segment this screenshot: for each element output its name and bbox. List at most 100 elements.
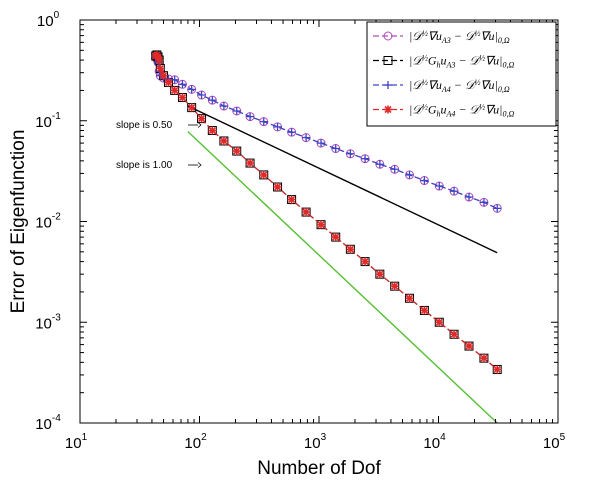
legend-part: ∇u| — [480, 29, 497, 43]
series-2-point — [273, 122, 282, 131]
legend-sub: 0,Ω — [498, 36, 510, 45]
series-3-point — [346, 245, 355, 254]
x-tick-base: 10 — [184, 435, 201, 452]
legend-frac: ½ — [479, 103, 485, 112]
series-3-point — [164, 78, 173, 87]
x-axis-title: Number of Dof — [257, 458, 381, 479]
series-3-point — [405, 294, 414, 303]
legend-part: − 𝒟 — [455, 103, 481, 117]
legend-marker-2 — [384, 81, 392, 89]
legend-frac: ½ — [422, 78, 428, 87]
series-2-point — [259, 117, 268, 126]
series-3-point — [273, 183, 282, 192]
series-3-point — [178, 93, 187, 102]
series-layer — [151, 50, 502, 374]
x-tick-exponent: 5 — [560, 432, 566, 443]
legend-part: ∇u — [428, 78, 442, 92]
series-2-point — [208, 96, 217, 105]
series-2-point — [479, 198, 488, 207]
legend-box — [366, 21, 557, 127]
series-2-point — [435, 182, 444, 191]
y-tick-base: 10 — [35, 215, 52, 232]
y-tick-label: 10-1 — [35, 111, 61, 131]
series-3-point — [259, 170, 268, 179]
series-3-point — [197, 114, 206, 123]
series-3-point — [317, 220, 326, 229]
series-3-point — [450, 330, 459, 339]
y-tick-label: 10-4 — [35, 413, 61, 433]
legend-frac: ½ — [422, 29, 428, 38]
reference-line-1 — [187, 131, 498, 424]
series-3-point — [493, 365, 502, 374]
legend-frac: ½ — [479, 54, 485, 63]
x-tick-label: 103 — [304, 432, 327, 452]
series-2-point — [178, 80, 187, 89]
legend-part: G — [428, 54, 437, 68]
series-2-point — [361, 154, 370, 163]
legend-part: G — [428, 103, 437, 117]
x-tick-base: 10 — [65, 435, 82, 452]
x-tick-label: 102 — [184, 432, 207, 452]
x-tick-base: 10 — [423, 435, 440, 452]
legend-part: |𝒟 — [409, 78, 424, 92]
legend-sub: A3 — [441, 36, 451, 45]
series-2-point — [493, 204, 502, 213]
x-tick-exponent: 2 — [201, 432, 207, 443]
series-3-point — [246, 159, 255, 168]
series-2-point — [232, 106, 241, 115]
legend-marker-1 — [383, 56, 393, 65]
series-3-point — [302, 208, 311, 217]
series-3-point — [187, 103, 196, 112]
legend-sub: 0,Ω — [498, 85, 510, 94]
series-3-point — [390, 282, 399, 291]
y-tick-label: 10-3 — [35, 312, 61, 332]
series-2-point — [405, 170, 414, 179]
reference-lines — [187, 105, 498, 424]
legend-marker-0 — [383, 31, 393, 41]
series-3-point — [361, 257, 370, 266]
legend-sub: 0,Ω — [502, 61, 514, 70]
y-tick-base: 10 — [35, 416, 52, 433]
legend-label-0: |𝒟½∇uA3 − 𝒟½∇u|0,Ω — [409, 29, 510, 45]
legend-part: ∇u| — [480, 78, 497, 92]
legend-label-1: |𝒟½GhuA3 − 𝒟½∇u|0,Ω — [409, 54, 514, 70]
series-2-point — [302, 133, 311, 142]
legend-sub: h — [437, 61, 441, 70]
series-2-point — [450, 187, 459, 196]
series-2-point — [465, 193, 474, 202]
legend-part: |𝒟 — [409, 54, 424, 68]
y-tick-exponent: -4 — [52, 413, 61, 424]
series-2-point — [287, 128, 296, 137]
slope-annotation-1: slope is 1.00 — [116, 160, 173, 171]
x-tick-exponent: 4 — [440, 432, 446, 443]
series-3-point — [479, 354, 488, 363]
annotation-arrowhead — [197, 122, 202, 128]
legend-sub: 0,Ω — [502, 110, 514, 119]
x-tick-label: 104 — [423, 432, 446, 452]
x-tick-label: 101 — [65, 432, 88, 452]
legend-part: ∇u| — [485, 103, 502, 117]
legend-sub: A4 — [441, 85, 451, 94]
series-2-point — [346, 149, 355, 158]
series-2-point — [246, 112, 255, 121]
y-tick-base: 10 — [35, 114, 52, 131]
legend-part: − 𝒟 — [451, 29, 477, 43]
legend-label-2: |𝒟½∇uA4 − 𝒟½∇u|0,Ω — [409, 78, 510, 94]
series-3-point — [435, 318, 444, 327]
legend-part: u — [441, 54, 447, 68]
series-3 — [151, 50, 502, 374]
series-2-point — [219, 102, 228, 111]
legend-frac: ½ — [422, 54, 428, 63]
legend-frac: ½ — [474, 29, 480, 38]
legend-frac: ½ — [474, 78, 480, 87]
legend-sub: A4 — [446, 110, 456, 119]
legend-part: ∇u| — [485, 54, 502, 68]
y-axis-title: Error of Eigenfunction — [8, 130, 29, 314]
y-tick-label: 100 — [37, 10, 60, 30]
series-2-point — [331, 144, 340, 153]
x-tick-base: 10 — [304, 435, 321, 452]
legend-label-3: |𝒟½GhuA4 − 𝒟½∇u|0,Ω — [409, 103, 514, 119]
series-2-point — [420, 176, 429, 185]
